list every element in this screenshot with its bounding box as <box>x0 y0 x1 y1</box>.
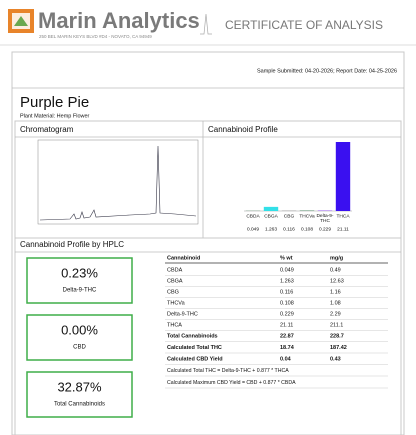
table-cell: THCA <box>167 322 182 328</box>
table-cell: 21.11 <box>280 322 293 328</box>
bar-value: 0.116 <box>283 226 295 232</box>
table-total-cell: 187.42 <box>330 345 347 351</box>
bar-category: Delta-9-THC <box>316 213 333 224</box>
bar-value: 0.229 <box>319 226 331 232</box>
highlight-box <box>26 257 133 304</box>
bar <box>263 206 279 211</box>
table-cell: CBG <box>167 289 179 295</box>
table-total-cell: 0.43 <box>330 356 341 362</box>
table-cell: 0.108 <box>280 300 294 306</box>
brand: Marin Analytics <box>38 8 200 33</box>
sample-name: Purple Pie <box>20 94 89 111</box>
highlight-label: Delta-9-THC <box>63 288 97 294</box>
logo-peak <box>200 13 212 35</box>
table-note: Calculated Maximum CBD Yield = CBD + 0.8… <box>167 380 296 386</box>
table-header: % wt <box>280 255 293 261</box>
bar-category: CBGA <box>264 213 278 219</box>
bar-value: 0.108 <box>301 226 313 232</box>
table-total-cell: Total Cannabinoids <box>167 333 218 339</box>
highlight-label: CBD <box>73 345 86 351</box>
table-cell: 12.63 <box>330 278 344 284</box>
bar-category-line: THC <box>320 218 330 224</box>
table-cell: THCVa <box>167 300 186 306</box>
table-cell: 1.16 <box>330 289 341 295</box>
table-total-cell: 228.7 <box>330 333 344 339</box>
table-total-cell: 22.87 <box>280 333 294 339</box>
bar-value: 21.11 <box>337 226 349 232</box>
chromatogram-plot <box>37 139 199 225</box>
table-note: Calculated Total THC = Delta-9-THC + 0.8… <box>167 368 289 374</box>
highlight-box <box>26 371 133 418</box>
table-cell: 1.263 <box>280 278 294 284</box>
table-total-cell: Calculated Total THC <box>167 345 222 351</box>
bar-category: CBDA <box>246 213 260 219</box>
highlight-value: 32.87% <box>57 379 102 394</box>
table-cell: 0.229 <box>280 311 294 317</box>
table-cell: 0.49 <box>330 267 341 273</box>
table-cell: 2.29 <box>330 311 341 317</box>
bar-category: CBG <box>284 213 295 219</box>
table-cell: 0.049 <box>280 267 294 273</box>
bar <box>335 142 351 211</box>
chromatogram-trace <box>39 145 197 221</box>
logo-leaf <box>14 16 28 26</box>
doc-title: CERTIFICATE OF ANALYSIS <box>225 18 383 32</box>
bar <box>317 210 333 211</box>
table-cell: 0.116 <box>280 289 293 295</box>
bar-category: THCVa <box>299 213 315 219</box>
table-header: Cannabinoid <box>167 255 200 261</box>
highlight-label: Total Cannabinoids <box>54 402 105 408</box>
profile-title: Cannabinoid Profile <box>208 125 278 134</box>
table-cell: CBDA <box>167 267 183 273</box>
hplc-title: Cannabinoid Profile by HPLC <box>20 240 124 249</box>
table-cell: 211.1 <box>330 322 343 328</box>
highlight-value: 0.00% <box>61 322 98 337</box>
highlights: 0.23% Delta-9-THC 0.00% CBD 32.87% Total Cann… <box>26 257 133 418</box>
results-table: Cannabinoid % wt mg/g CBDA 0.049 0.49 CBGA 1.26… <box>165 255 388 389</box>
table-total-cell: 18.74 <box>280 345 295 351</box>
report-dates: Sample Submitted: 04-20-2026; Report Dat… <box>257 68 397 74</box>
bar-value: 1.263 <box>265 226 277 232</box>
plot-box <box>37 139 199 225</box>
profile-chart: CBDA0.049CBGA1.263CBG0.116THCVa0.108Delt… <box>244 142 352 232</box>
table-cell: CBGA <box>167 278 183 284</box>
table-total-cell: 0.04 <box>280 356 292 362</box>
table-cell: Delta-9-THC <box>167 311 198 317</box>
frame <box>11 51 405 435</box>
bar-category: THCA <box>336 213 350 219</box>
address: 250 BEL MARIN KEYS BLVD #D4 - NOVATO, CA… <box>39 34 152 39</box>
highlight-value: 0.23% <box>61 265 98 280</box>
sample-material: Plant Material: Hemp Flower <box>20 113 90 119</box>
bar-value: 0.049 <box>247 226 259 232</box>
table-header: mg/g <box>330 255 343 261</box>
highlight-box <box>26 314 133 361</box>
table-cell: 1.08 <box>330 300 341 306</box>
table-total-cell: Calculated CBD Yield <box>167 356 223 362</box>
bar-category-line: Delta-9- <box>316 213 333 219</box>
chromatogram-title: Chromatogram <box>20 125 74 134</box>
hplc-frame <box>14 237 402 435</box>
